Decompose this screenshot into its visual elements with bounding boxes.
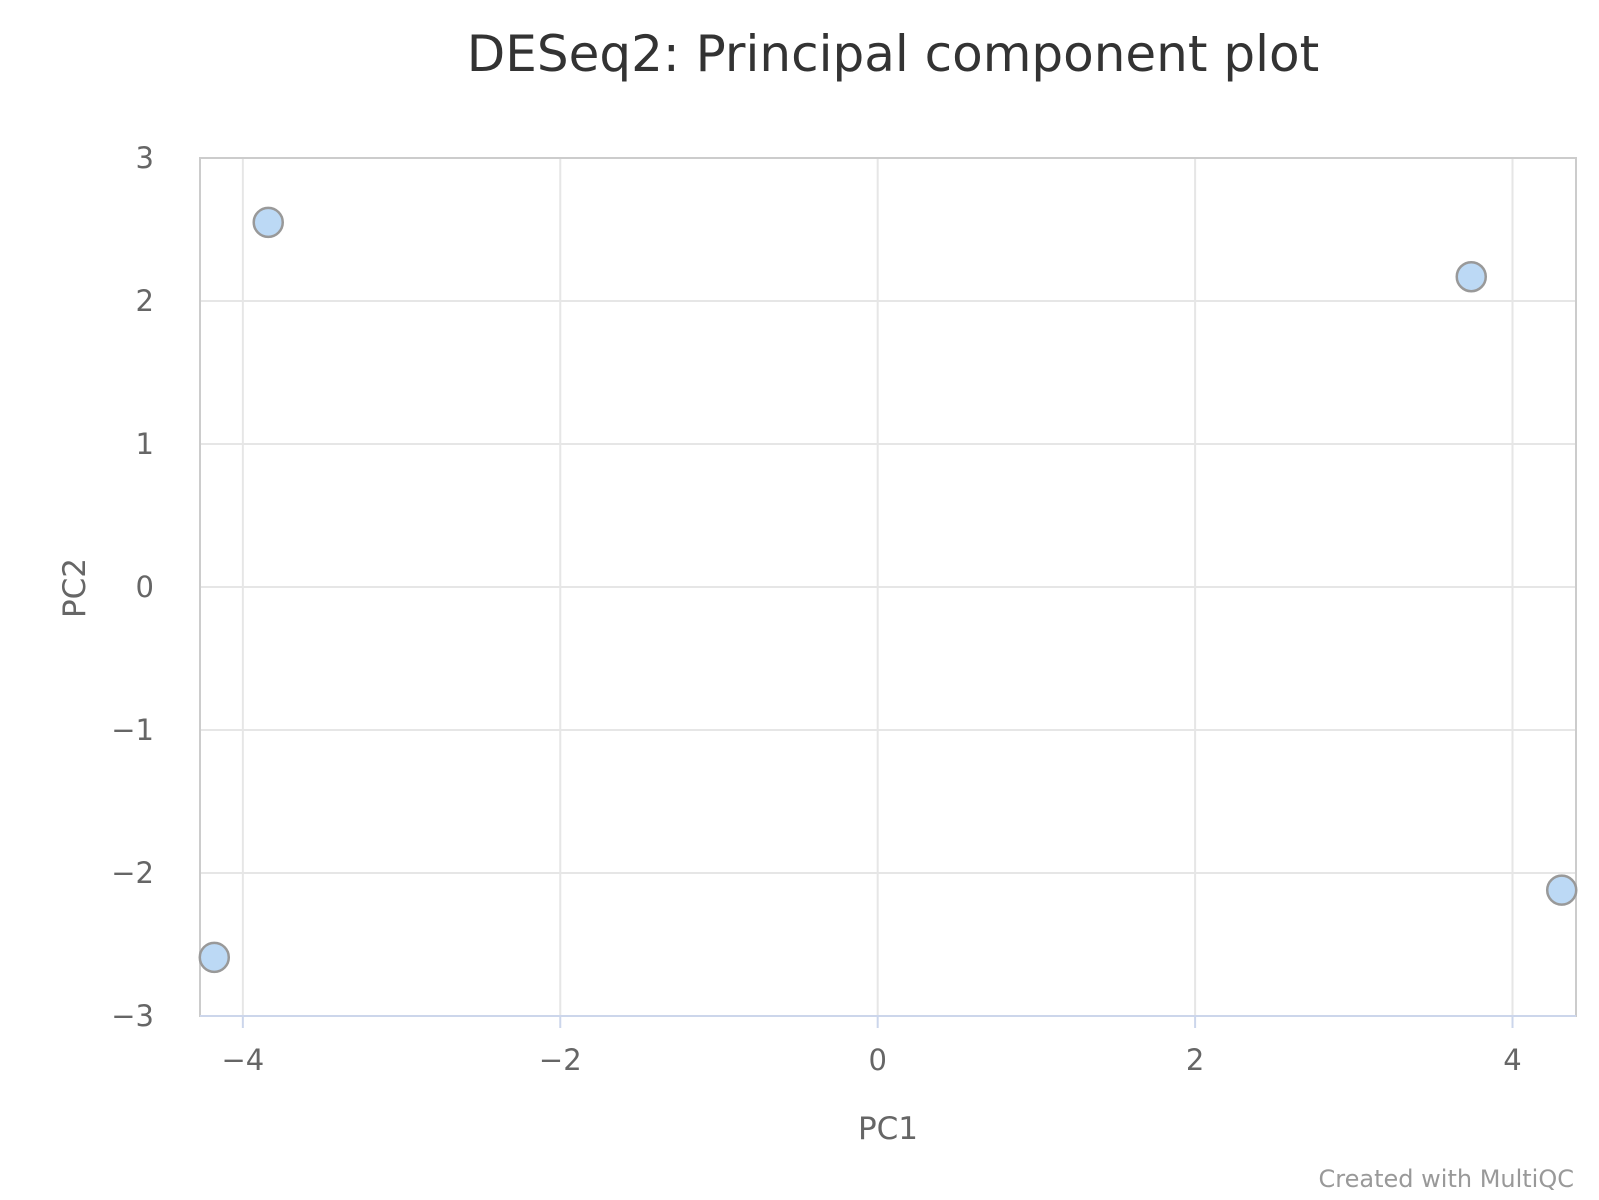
y-tick-label: −2 — [111, 856, 154, 890]
y-tick-label: −1 — [111, 713, 154, 747]
axes — [200, 1015, 1576, 1028]
y-tick-label: 1 — [136, 427, 154, 461]
data-point[interactable] — [1545, 874, 1578, 906]
x-tick-label: 2 — [1186, 1043, 1204, 1077]
y-tick-label: 0 — [136, 570, 154, 604]
data-points — [198, 206, 1578, 974]
x-tick-label: 4 — [1503, 1043, 1521, 1077]
x-axis-label: PC1 — [858, 1111, 918, 1147]
tick-labels: −4 −2 0 2 4 −3 −2 −1 0 1 2 3 — [111, 141, 1521, 1077]
x-tick-label: 0 — [868, 1043, 886, 1077]
data-point[interactable] — [198, 941, 231, 974]
data-point[interactable] — [1455, 260, 1488, 293]
y-axis-label: PC2 — [57, 558, 93, 618]
data-point[interactable] — [252, 206, 284, 239]
y-tick-label: 3 — [136, 141, 154, 175]
x-tick-label: −4 — [221, 1043, 264, 1077]
credit-text: Created with MultiQC — [1319, 1165, 1574, 1193]
y-tick-label: −3 — [111, 999, 154, 1033]
y-tick-label: 2 — [136, 284, 154, 318]
x-tick-label: −2 — [539, 1043, 582, 1077]
grid-lines — [200, 158, 1576, 1016]
chart-title: DESeq2: Principal component plot — [467, 25, 1319, 83]
